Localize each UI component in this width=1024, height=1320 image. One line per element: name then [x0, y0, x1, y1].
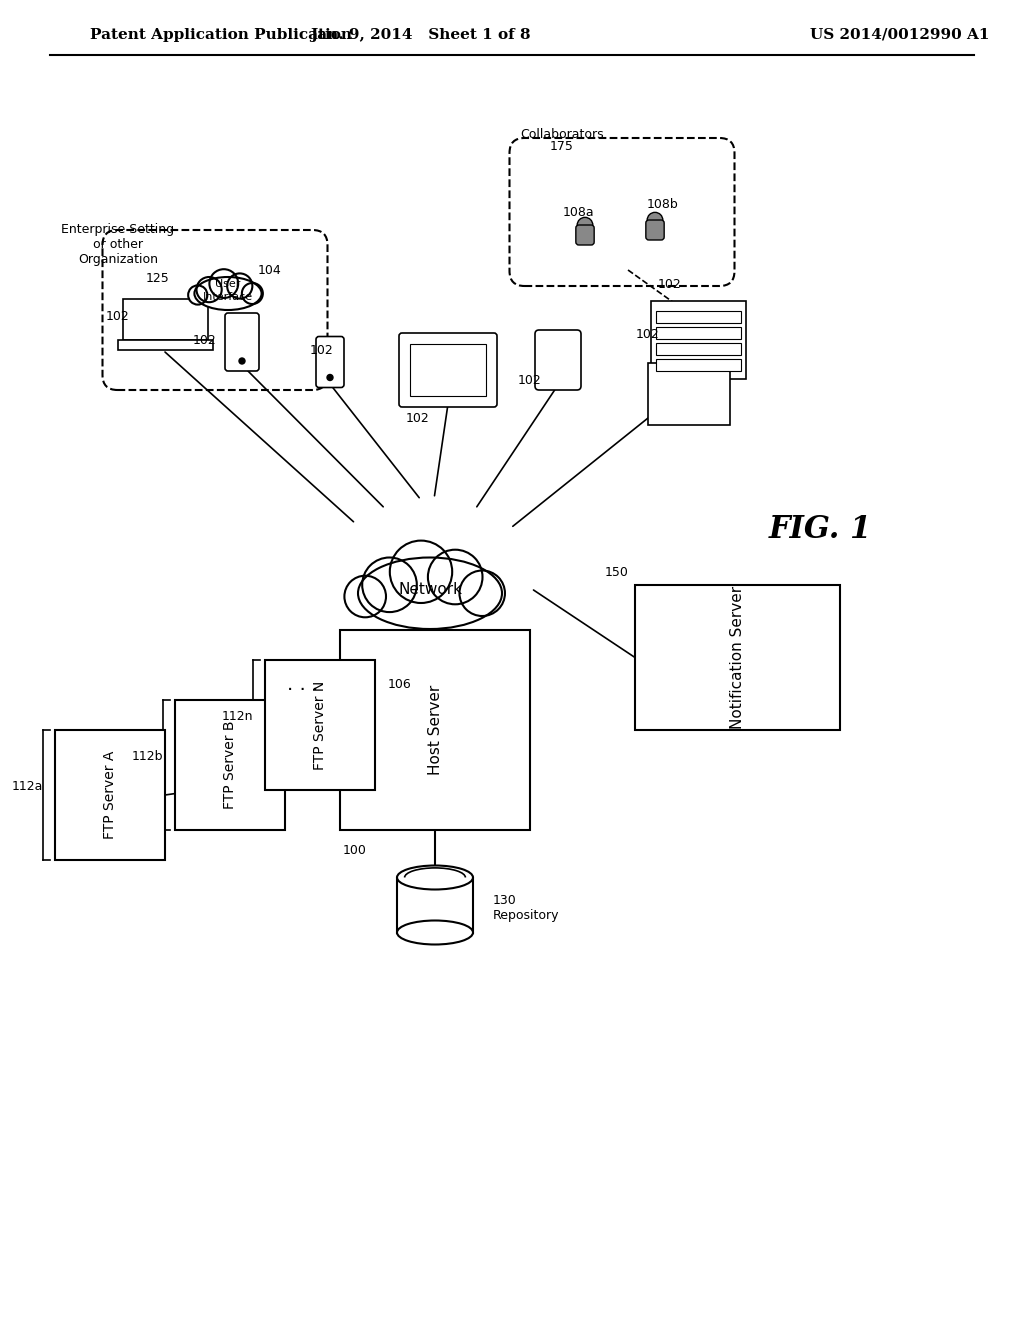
Circle shape [242, 282, 263, 304]
Text: 112b: 112b [131, 751, 163, 763]
Circle shape [197, 277, 222, 302]
Ellipse shape [397, 920, 473, 945]
FancyBboxPatch shape [575, 224, 594, 246]
Circle shape [362, 557, 417, 612]
Text: 125: 125 [146, 272, 170, 285]
FancyBboxPatch shape [397, 878, 473, 932]
Text: 106: 106 [388, 678, 412, 692]
Text: 108a: 108a [562, 206, 594, 219]
Circle shape [188, 285, 207, 305]
Circle shape [390, 541, 453, 603]
Text: 175: 175 [550, 140, 573, 153]
FancyBboxPatch shape [55, 730, 165, 861]
Text: Notification Server: Notification Server [730, 586, 745, 729]
FancyBboxPatch shape [225, 313, 259, 371]
FancyBboxPatch shape [650, 301, 745, 379]
FancyBboxPatch shape [535, 330, 581, 389]
FancyBboxPatch shape [410, 345, 486, 396]
FancyBboxPatch shape [646, 220, 665, 240]
Text: Interface: Interface [203, 292, 253, 302]
Circle shape [578, 218, 593, 234]
Text: 102: 102 [310, 343, 334, 356]
FancyBboxPatch shape [265, 660, 375, 789]
Text: 112n: 112n [221, 710, 253, 723]
FancyBboxPatch shape [655, 359, 740, 371]
Text: 102: 102 [518, 374, 542, 387]
Text: 100: 100 [343, 843, 367, 857]
Circle shape [428, 549, 482, 605]
Text: 102: 102 [658, 279, 682, 292]
Text: Network: Network [398, 582, 462, 598]
FancyBboxPatch shape [316, 337, 344, 388]
Text: FTP Server N: FTP Server N [313, 680, 327, 770]
Text: 102: 102 [636, 329, 659, 342]
FancyBboxPatch shape [399, 333, 497, 407]
Circle shape [327, 375, 333, 380]
Ellipse shape [397, 866, 473, 890]
FancyBboxPatch shape [118, 341, 213, 350]
Circle shape [239, 358, 245, 364]
Text: 102: 102 [407, 412, 430, 425]
Circle shape [344, 576, 386, 618]
Text: 150: 150 [605, 566, 629, 579]
Text: Host Server: Host Server [427, 685, 442, 775]
Text: 104: 104 [258, 264, 282, 276]
FancyBboxPatch shape [123, 300, 208, 341]
Text: 102: 102 [106, 310, 130, 323]
Text: User: User [215, 279, 241, 289]
Text: 112a: 112a [11, 780, 43, 793]
Text: FIG. 1: FIG. 1 [768, 515, 871, 545]
Text: 108b: 108b [647, 198, 679, 211]
FancyBboxPatch shape [648, 363, 730, 425]
FancyBboxPatch shape [340, 630, 530, 830]
Circle shape [460, 570, 505, 616]
Circle shape [647, 213, 663, 228]
Text: Collaborators: Collaborators [520, 128, 604, 141]
Text: Enterprise Setting
or other
Organization: Enterprise Setting or other Organization [61, 223, 174, 267]
Text: FTP Server B: FTP Server B [223, 721, 237, 809]
Circle shape [209, 269, 239, 298]
Text: Patent Application Publication: Patent Application Publication [90, 28, 352, 42]
Text: US 2014/0012990 A1: US 2014/0012990 A1 [810, 28, 990, 42]
Ellipse shape [195, 277, 261, 310]
Text: 102: 102 [194, 334, 217, 346]
Text: FTP Server A: FTP Server A [103, 751, 117, 840]
FancyBboxPatch shape [655, 312, 740, 323]
Ellipse shape [358, 557, 502, 630]
Text: Jan. 9, 2014   Sheet 1 of 8: Jan. 9, 2014 Sheet 1 of 8 [309, 28, 530, 42]
Text: · · ·: · · · [288, 681, 318, 700]
Text: Repository: Repository [493, 908, 559, 921]
Circle shape [227, 273, 252, 298]
FancyBboxPatch shape [175, 700, 285, 830]
FancyBboxPatch shape [635, 585, 840, 730]
FancyBboxPatch shape [655, 343, 740, 355]
FancyBboxPatch shape [655, 327, 740, 339]
Text: 130: 130 [493, 894, 517, 907]
